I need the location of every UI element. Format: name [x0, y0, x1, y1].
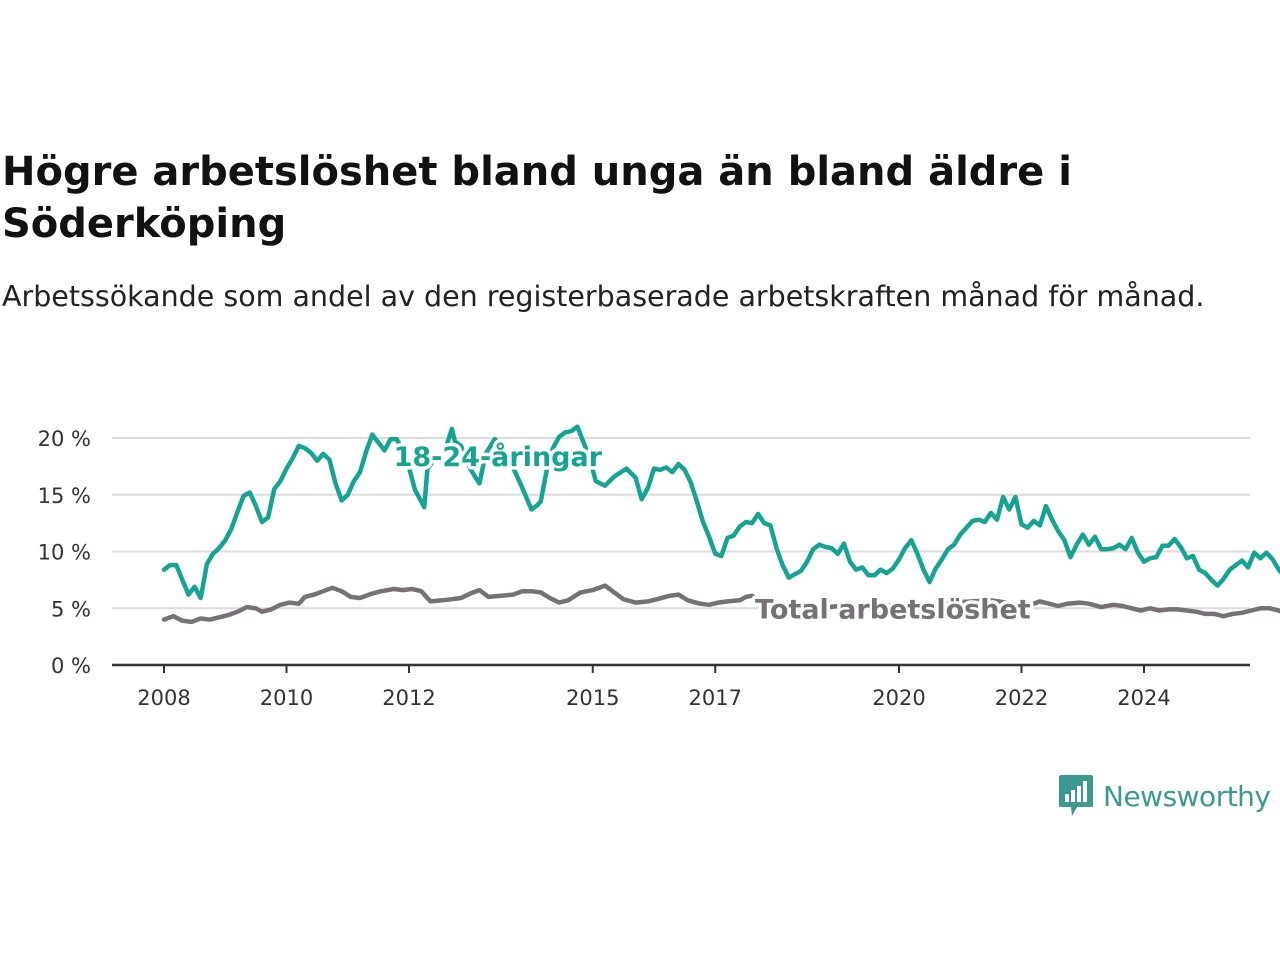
- y-tick-label: 20 %: [38, 427, 91, 451]
- x-tick-label: 2020: [872, 686, 925, 710]
- chart-title: Högre arbetslöshet bland unga än bland ä…: [2, 149, 1072, 247]
- x-tick-label: 2017: [689, 686, 742, 710]
- total-series-label: Total arbetslöshet: [755, 594, 1031, 625]
- x-tick-label: 2008: [137, 686, 190, 710]
- x-tick-label: 2010: [260, 686, 313, 710]
- series-lines: [161, 424, 1280, 625]
- y-tick-label: 5 %: [51, 597, 91, 621]
- series-labels: 18-24-åringar Total arbetslöshet: [390, 438, 1034, 629]
- brand-name: Newsworthy: [1103, 779, 1271, 813]
- x-tick-label: 2024: [1117, 686, 1170, 710]
- x-tick-label: 2022: [995, 686, 1048, 710]
- newsworthy-logo: Newsworthy: [1058, 773, 1271, 819]
- x-axis: 2008 2010 2012 2015 2017 2020 2022 2024: [112, 663, 1250, 710]
- x-tick-label: 2015: [566, 686, 619, 710]
- y-tick-label: 10 %: [38, 541, 91, 565]
- x-tick-label: 2012: [382, 686, 435, 710]
- y-axis: 0 % 5 % 10 % 15 % 20 %: [38, 427, 91, 678]
- line-chart: 0 %5 %10 %15 %20 % 2008 2010 2012 2015 2017 2…: [38, 424, 1280, 710]
- youth-series-line: [161, 424, 1280, 601]
- y-tick-label: 0 %: [51, 654, 91, 678]
- chart-subtitle: Arbetssökande som andel av den registerb…: [2, 280, 1205, 313]
- bar-chart-speech-bubble-icon: [1059, 775, 1093, 816]
- youth-series-label: 18-24-åringar: [394, 441, 603, 473]
- y-tick-label: 15 %: [38, 484, 91, 508]
- total-series-line: [161, 583, 1280, 625]
- gridlines: [112, 437, 1250, 610]
